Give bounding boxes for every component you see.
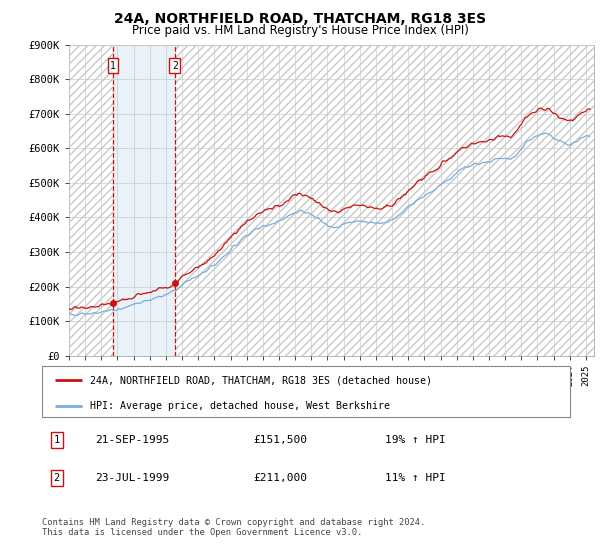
- Bar: [69, 45, 113, 356]
- Text: 24A, NORTHFIELD ROAD, THATCHAM, RG18 3ES: 24A, NORTHFIELD ROAD, THATCHAM, RG18 3ES: [114, 12, 486, 26]
- Text: £211,000: £211,000: [253, 473, 307, 483]
- Text: 19% ↑ HPI: 19% ↑ HPI: [385, 435, 446, 445]
- Text: £151,500: £151,500: [253, 435, 307, 445]
- Text: 23-JUL-1999: 23-JUL-1999: [95, 473, 169, 483]
- Text: HPI: Average price, detached house, West Berkshire: HPI: Average price, detached house, West…: [89, 401, 389, 411]
- Bar: [175, 45, 594, 356]
- Text: 24A, NORTHFIELD ROAD, THATCHAM, RG18 3ES (detached house): 24A, NORTHFIELD ROAD, THATCHAM, RG18 3ES…: [89, 375, 431, 385]
- Text: Contains HM Land Registry data © Crown copyright and database right 2024.
This d: Contains HM Land Registry data © Crown c…: [42, 518, 425, 538]
- Text: 2: 2: [172, 60, 178, 71]
- Text: 2: 2: [53, 473, 60, 483]
- Bar: [175, 45, 594, 356]
- Bar: [69, 45, 113, 356]
- Text: 1: 1: [53, 435, 60, 445]
- Text: Price paid vs. HM Land Registry's House Price Index (HPI): Price paid vs. HM Land Registry's House …: [131, 24, 469, 36]
- Text: 11% ↑ HPI: 11% ↑ HPI: [385, 473, 446, 483]
- Text: 21-SEP-1995: 21-SEP-1995: [95, 435, 169, 445]
- Text: 1: 1: [110, 60, 116, 71]
- Bar: [113, 45, 175, 356]
